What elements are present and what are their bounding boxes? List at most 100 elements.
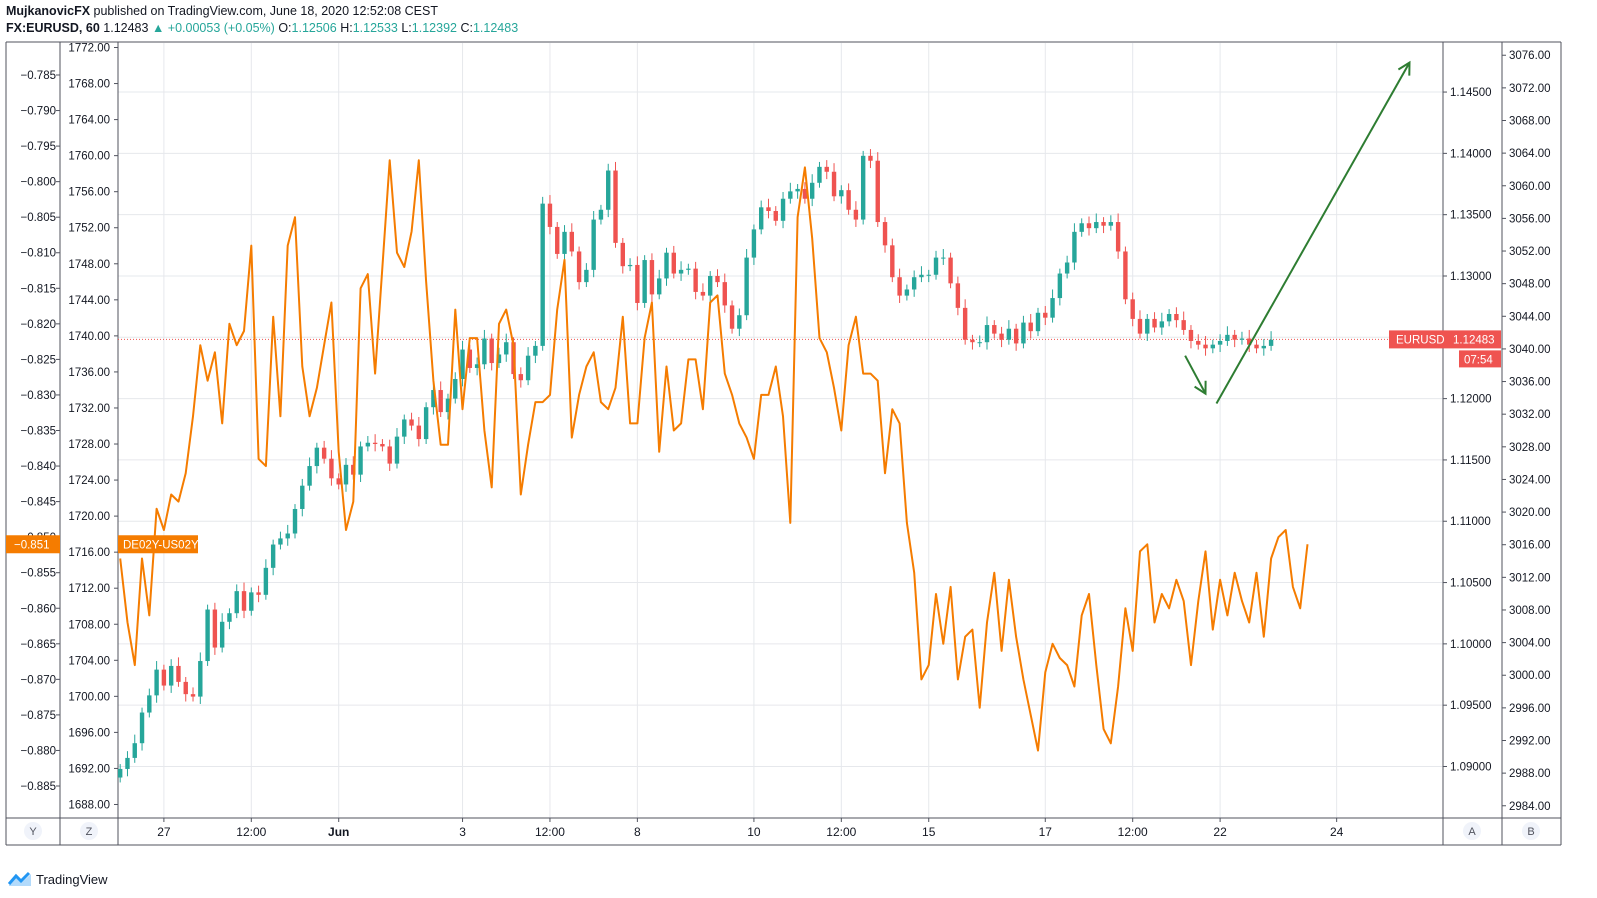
candle-body [802,188,808,199]
candle-body [671,252,676,274]
candle-body [562,231,567,254]
left-axis-2-tick: 1760.00 [68,151,110,163]
right-axis-2-tick: 3060.00 [1509,181,1551,193]
axis-corner-label: A [1468,826,1476,838]
candle-body [241,591,247,611]
candle-body [336,478,341,485]
candle-body [431,390,436,408]
left-axis-tick: −0.810 [21,248,57,260]
candle-body [1035,312,1041,332]
right-axis-tick: 1.11000 [1450,516,1491,528]
right-axis-2-tick: 2996.00 [1509,703,1551,715]
candle-body [409,419,414,426]
candle-body [839,190,844,197]
high-label: H: [340,21,353,35]
candle-body [744,257,749,316]
footer-brand[interactable]: TradingView [8,871,108,887]
right-axis-2-tick: 3028.00 [1509,442,1551,454]
candle-body [1108,222,1114,226]
candle-body [1130,299,1135,319]
price-label-bg [1389,330,1501,349]
axis-corner-label: B [1527,826,1534,838]
candle-body [256,592,261,595]
candle-body [846,190,851,210]
candle-body [569,231,575,252]
right-axis-2-tick: 3012.00 [1509,572,1551,584]
left-axis-2-tick: 1712.00 [68,583,110,595]
right-axis-2-tick: 2988.00 [1509,768,1551,780]
change-up-icon: ▲ [151,21,165,35]
left-axis-2-tick: 1764.00 [68,115,110,127]
right-axis-2-tick: 2984.00 [1509,801,1551,813]
candle-body [190,694,196,697]
candle-body [1239,338,1245,340]
left-axis-tick: −0.840 [21,461,57,473]
right-axis-tick: 1.11500 [1450,455,1491,467]
candle-body [576,251,582,283]
right-axis-tick: 1.14500 [1450,87,1492,99]
candle-body [1247,338,1252,345]
candle-body [693,268,698,292]
right-axis-tick: 1.12000 [1450,394,1492,406]
right-axis-2-tick: 3036.00 [1509,377,1551,389]
left-axis-tick: −0.805 [21,212,57,224]
candle-body [1072,231,1077,263]
candle-body [1225,334,1230,341]
candle-body [387,446,392,464]
candle-body [132,743,137,758]
left-axis-tick: −0.795 [21,141,57,153]
publisher-name[interactable]: MujkanovicFX [6,4,91,18]
candle-body [926,274,931,276]
left-axis-tick: −0.825 [21,354,57,366]
candle-body [1196,340,1201,345]
left-axis-tick: −0.855 [21,568,57,580]
candle-body [1166,314,1172,322]
candle-body [416,425,422,440]
candle-body [758,207,764,230]
axis-corner-label: Y [29,826,37,838]
candle-body [970,339,975,343]
candle-body [176,665,181,682]
left-axis-2-tick: 1696.00 [68,727,110,739]
price-change: +0.00053 (+0.05%) [167,21,275,35]
x-axis-tick: 12:00 [1118,825,1148,839]
candle-body [904,289,910,296]
left-axis-2-tick: 1756.00 [68,187,110,199]
axis-corner-button [80,822,98,840]
candle-body [642,260,647,303]
candle-body [372,442,378,444]
candle-body [606,170,611,210]
candle-body [518,374,524,381]
candle-body [139,712,145,744]
left-axis-2-tick: 1748.00 [68,259,110,271]
axis-corner-button [24,822,42,840]
candle-body [183,681,188,695]
candle-body [591,219,596,270]
left-axis-2-tick: 1692.00 [68,763,110,775]
candle-body [686,268,691,270]
candle-body [263,567,269,595]
candle-body [613,170,618,243]
left-axis-badge-bg [6,535,60,554]
candle-body [154,669,159,696]
candle-body [292,508,298,534]
candle-body [853,209,859,220]
high-value: 1.12533 [352,21,398,35]
candle-body [584,269,589,283]
candle-body [234,591,239,614]
right-axis-2-tick: 3004.00 [1509,638,1551,650]
candle-body [1064,262,1070,274]
candle-body [1261,345,1267,349]
candle-body [453,378,458,399]
x-axis-tick: 22 [1213,825,1227,839]
right-axis-2-tick: 3044.00 [1509,311,1551,323]
candle-body [329,458,334,479]
axis-corner-button [1463,822,1481,840]
left-axis-tick: −0.800 [21,177,57,189]
right-axis-2-tick: 3072.00 [1509,83,1551,95]
candle-body [227,613,232,622]
left-axis-2-tick: 1716.00 [68,547,110,559]
candle-body [751,229,757,258]
candle-body [933,257,939,275]
